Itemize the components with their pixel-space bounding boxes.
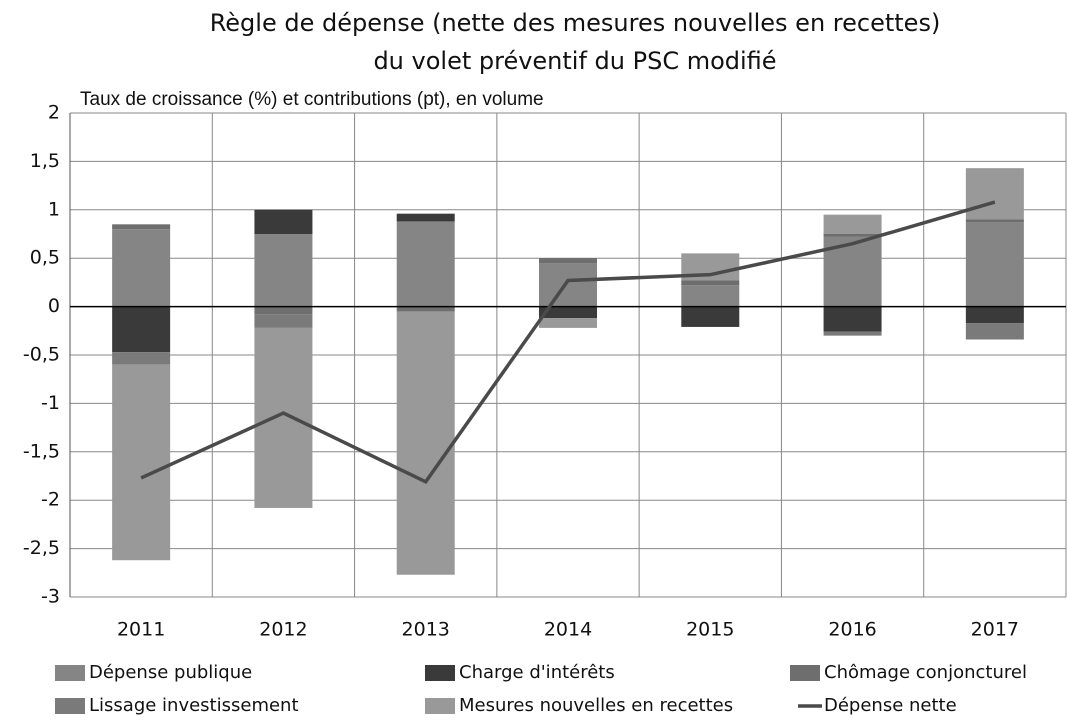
y-tick-label: -2,5	[23, 537, 60, 559]
bar-segment	[681, 280, 740, 286]
bar-segment	[254, 327, 313, 508]
x-tick-label: 2012	[259, 619, 307, 641]
bar-segment	[539, 306, 597, 319]
legend-swatch	[55, 665, 85, 681]
bar-segment	[112, 364, 171, 561]
x-tick-label: 2016	[828, 619, 876, 641]
legend-swatch	[425, 698, 455, 714]
bar-segment	[823, 331, 882, 336]
legend-label: Mesures nouvelles en recettes	[459, 695, 733, 716]
bar-segment	[112, 229, 171, 307]
bar-segment	[823, 214, 882, 234]
bar-segment	[396, 213, 455, 222]
bar-segment	[396, 306, 455, 312]
subtitle: Taux de croissance (%) et contributions …	[80, 89, 544, 110]
y-tick-label: -2	[41, 489, 60, 511]
bar-segment	[965, 168, 1024, 220]
x-tick-label: 2011	[117, 619, 165, 641]
legend-swatch	[425, 665, 455, 681]
y-tick-label: -1,5	[23, 440, 60, 462]
bar-segment	[965, 323, 1024, 340]
x-tick-label: 2017	[971, 619, 1019, 641]
line	[140, 200, 996, 485]
y-tick-label: -1	[41, 392, 60, 414]
y-tick-label: 0	[48, 295, 60, 317]
legend-label: Charge d'intérêts	[459, 662, 615, 683]
bar-segment	[254, 209, 313, 234]
bar-segment	[681, 306, 740, 327]
bar-segment	[112, 352, 171, 365]
chart-title: Règle de dépense (nette des mesures nouv…	[210, 9, 941, 37]
legend-label: Dépense nette	[824, 695, 957, 716]
bar-segment	[396, 221, 455, 307]
bar-segment	[396, 311, 455, 575]
y-tick-label: 1	[48, 198, 60, 220]
legend-label: Lissage investissement	[89, 695, 299, 716]
y-tick-label: -0,5	[23, 344, 60, 366]
bar-segment	[254, 234, 313, 307]
y-tick-label: -3	[41, 586, 60, 608]
bar-segment	[254, 306, 313, 315]
bar-segment	[539, 318, 597, 328]
bar-segment	[254, 314, 313, 328]
bar-segment	[539, 263, 597, 307]
bar-segment	[965, 222, 1024, 307]
legend-label: Dépense publique	[89, 662, 252, 683]
bar-segment	[965, 306, 1024, 324]
chart-title: du volet préventif du PSC modifié	[373, 47, 776, 75]
y-tick-label: 1,5	[30, 150, 60, 172]
bar-segment	[965, 219, 1024, 223]
bar-segment	[681, 285, 740, 307]
x-tick-label: 2014	[544, 619, 592, 641]
y-tick-label: 2	[48, 102, 60, 124]
bar-segment	[823, 234, 882, 237]
legend-label: Chômage conjoncturel	[824, 662, 1027, 683]
x-tick-label: 2015	[686, 619, 734, 641]
bar-segment	[539, 258, 597, 264]
bar-segment	[112, 224, 171, 230]
bar-segment	[823, 306, 882, 332]
legend-swatch	[790, 665, 820, 681]
legend-swatch	[55, 698, 85, 714]
bar-segment	[112, 306, 171, 353]
y-tick-label: 0,5	[30, 247, 60, 269]
x-tick-label: 2013	[402, 619, 450, 641]
